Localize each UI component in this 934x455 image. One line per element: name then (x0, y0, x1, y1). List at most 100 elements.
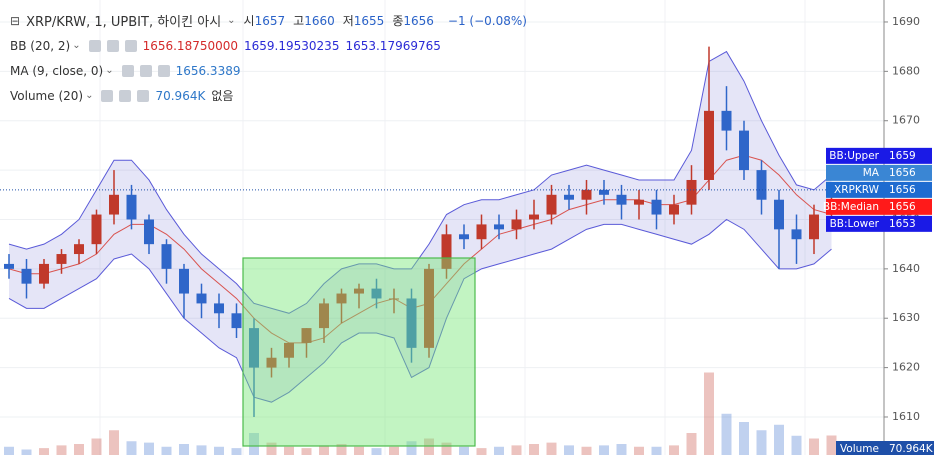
volume-bar (231, 448, 242, 455)
indicator-value: 1653.17969765 (345, 38, 441, 53)
ohlc-value: 1660 (304, 14, 335, 28)
volume-bar (4, 446, 14, 455)
volume-bar (599, 445, 609, 455)
volume-bar (459, 446, 469, 455)
indicator-tool-icon[interactable] (88, 39, 101, 52)
candle-body (441, 234, 452, 269)
volume-bar (651, 446, 662, 455)
price-label-name: XRPKRW (834, 184, 880, 196)
volume-bar (529, 444, 539, 455)
ohlc-label: 종 (392, 14, 404, 28)
volume-bar (56, 445, 67, 455)
volume-bar (284, 446, 294, 455)
ohlc-value: 1656 (403, 14, 434, 28)
y-tick-label: 1640 (892, 262, 920, 275)
indicator-value: 70.964K (155, 88, 206, 103)
indicator-row: Volume (20) ⌄ 70.964K 없음 (10, 83, 533, 108)
volume-bar (669, 445, 679, 455)
price-label-value: 1656 (889, 167, 916, 179)
candle-body (301, 328, 312, 343)
candle-body (739, 130, 749, 171)
price-label-box (826, 164, 932, 181)
volume-bar (389, 446, 399, 455)
volume-label-box (836, 441, 934, 455)
candle-body (756, 170, 767, 200)
price-label-value: 1656 (889, 184, 916, 196)
volume-bar (109, 430, 119, 455)
indicator-name: Volume (20) (10, 88, 84, 103)
price-label-name: BB:Upper (829, 150, 879, 162)
collapse-icon[interactable]: ⊟ (10, 13, 21, 28)
volume-bar (301, 448, 312, 455)
price-label-value: 1659 (889, 150, 916, 162)
volume-bar (21, 449, 32, 455)
candle-body (354, 288, 364, 294)
indicator-tool-icon[interactable] (119, 89, 132, 102)
candle-body (74, 244, 84, 255)
volume-bar (214, 446, 224, 455)
indicator-tool-icon[interactable] (124, 39, 137, 52)
indicator-tool-icon[interactable] (139, 64, 152, 77)
chevron: ⌄ (85, 90, 94, 101)
candle-body (809, 214, 819, 240)
ohlc-value: 1657 (254, 14, 286, 28)
indicator-row: BB (20, 2) ⌄ 1656.18750000 1659.19530235 165… (10, 33, 533, 58)
candle-body (214, 303, 224, 314)
candle-body (634, 199, 644, 205)
ohlc-label: 고 (293, 14, 305, 28)
candle-body (529, 214, 539, 220)
candle-body (651, 199, 662, 215)
volume-bar (581, 446, 592, 455)
candle-body (424, 268, 434, 348)
indicator-name: BB (20, 2) (10, 38, 71, 53)
ohlc-label: 시 (243, 14, 255, 28)
indicator-tool-icon[interactable] (106, 39, 119, 52)
indicator-value: 1659.19530235 (244, 38, 340, 53)
candle-body (319, 303, 329, 329)
y-tick-label: 1620 (892, 361, 920, 374)
indicator-tool-icon[interactable] (121, 64, 134, 77)
candle-body (721, 110, 732, 131)
candle-body (511, 219, 522, 230)
volume-bar (686, 433, 697, 455)
price-label-box (826, 198, 932, 215)
candle-body (266, 357, 277, 368)
candle-body (704, 110, 714, 180)
candle-body (231, 313, 242, 329)
volume-bar (546, 442, 557, 455)
indicator-value: 1656.18750000 (142, 38, 239, 53)
volume-bar (826, 435, 837, 455)
candle-body (179, 268, 189, 294)
chevron: ⌄ (105, 65, 114, 76)
volume-bar (161, 446, 172, 455)
indicator-tool-icon[interactable] (101, 89, 114, 102)
candle-body (581, 189, 592, 200)
volume-bar (441, 442, 452, 455)
candle-body (494, 224, 504, 230)
volume-bar (406, 441, 417, 455)
volume-bar (511, 445, 522, 455)
candle-body (126, 194, 137, 220)
volume-bar (179, 444, 189, 455)
volume-bar (371, 448, 382, 455)
ohlc-label: 저 (342, 14, 354, 28)
volume-label-value: 70.964K (889, 443, 934, 455)
symbol-title: XRP/KRW, 1, UPBIT, 하이킨 아시 (26, 15, 222, 30)
volume-bar (144, 442, 154, 455)
price-label-name: BB:Median (823, 201, 879, 213)
y-tick-label: 1610 (892, 410, 920, 423)
volume-bar (564, 445, 574, 455)
indicator-tool-icon[interactable] (157, 64, 170, 77)
volume-label-name: Volume (840, 443, 879, 455)
chevron[interactable]: ⌄ (227, 15, 236, 26)
price-label-box (826, 147, 932, 164)
indicator-tool-icon[interactable] (137, 89, 150, 102)
indicator-name: MA (9, close, 0) (10, 63, 104, 78)
candle-body (686, 179, 697, 205)
volume-bar (616, 444, 627, 455)
volume-bar (756, 430, 767, 455)
candle-body (336, 293, 347, 304)
volume-bar (809, 438, 819, 455)
candle-body (109, 194, 119, 215)
candle-body (564, 194, 574, 200)
